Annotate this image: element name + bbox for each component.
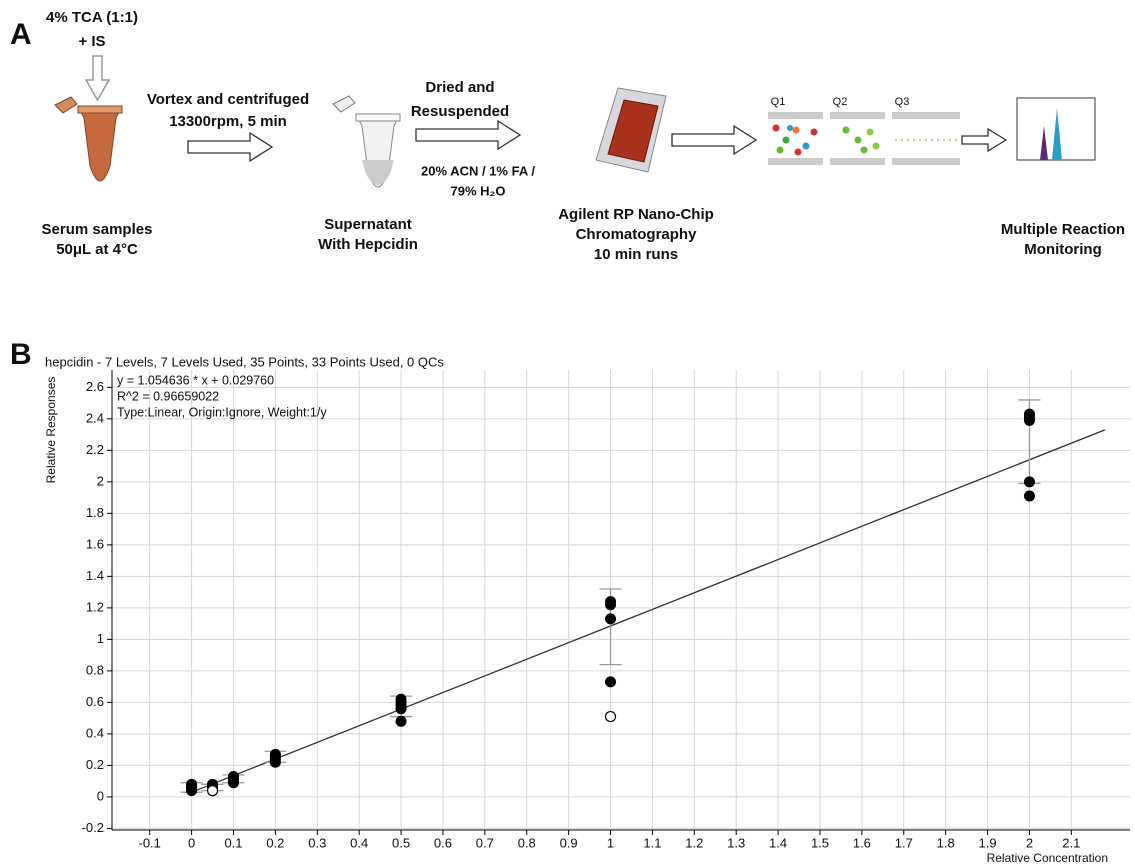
y-tick-label: 0.2 [86,757,104,772]
y-tick-label: 2.6 [86,379,104,394]
panel-a: A 4% TCA (1:1) + IS Serum samples 50μL a… [10,9,1125,263]
sample-label: Serum samples [42,221,153,238]
x-tick-label: 1.7 [895,835,913,850]
arrow [961,127,1008,153]
reagent: + IS [78,33,105,50]
data-point [605,676,617,688]
quad-label: Q1 [771,96,786,108]
x-tick-label: 0.6 [434,835,452,850]
data-point [1023,490,1035,502]
fit-line [191,429,1106,793]
nano-chip [595,87,667,173]
x-tick-label: 1.4 [769,835,787,850]
quad-label: Q2 [833,96,848,108]
y-tick-label: 1.8 [86,505,104,520]
sample-label: With Hepcidin [318,236,418,253]
solvent-label: 20% ACN / 1% FA / [421,163,535,178]
y-tick-label: 0.4 [86,725,104,740]
arrow [187,131,274,163]
chip-label: Chromatography [576,226,698,243]
data-point [186,785,198,797]
chart-title: hepcidin - 7 Levels, 7 Levels Used, 35 P… [45,354,444,369]
arrow [415,119,522,151]
down-arrow [84,55,111,102]
x-tick-label: 1.8 [937,835,955,850]
mrm-label: Monitoring [1024,241,1101,258]
x-tick-label: 0.2 [266,835,284,850]
step-label: Dried and [425,79,494,96]
annotation: y = 1.054636 * x + 0.029760 [117,373,274,387]
y-tick-label: 1.2 [86,599,104,614]
y-tick-label: 1.4 [86,568,104,583]
x-tick-label: 1.6 [853,835,871,850]
chromatogram [1016,97,1096,161]
reagent: 4% TCA (1:1) [46,9,138,26]
arrow [671,124,758,156]
x-tick-label: 0.7 [476,835,494,850]
quad-label: Q3 [895,96,910,108]
excluded-point [206,785,219,797]
x-tick-label: 2 [1026,835,1033,850]
x-axis-label: Relative Concentration [987,851,1108,865]
x-tick-label: 0.4 [350,835,368,850]
data-point [1023,414,1035,426]
y-tick-label: -0.2 [82,820,104,835]
y-axis-label: Relative Responses [44,377,58,484]
data-point [605,613,617,625]
annotation: R^2 = 0.96659022 [117,389,219,403]
y-tick-label: 2.2 [86,442,104,457]
x-tick-label: 0.9 [560,835,578,850]
x-tick-label: 0.5 [392,835,410,850]
x-tick-label: 0.3 [308,835,326,850]
panel-b: B hepcidin - 7 Levels, 7 Levels Used, 35… [10,338,1108,865]
step-label: Resuspended [411,103,509,120]
y-tick-label: 1 [97,631,104,646]
x-tick-label: 0.8 [518,835,536,850]
y-tick-label: 2.4 [86,410,104,425]
x-tick-label: 2.1 [1062,835,1080,850]
annotation: Type:Linear, Origin:Ignore, Weight:1/y [117,405,327,419]
data-point [227,777,239,789]
solvent-label: 79% H₂O [451,183,506,198]
x-tick-label: 0 [188,835,195,850]
data-point [269,756,281,768]
data-point [1023,476,1035,488]
data-point [395,703,407,715]
x-tick-label: 1.5 [811,835,829,850]
mrm-label: Multiple Reaction [1001,221,1125,238]
x-tick-label: 0.1 [224,835,242,850]
y-tick-label: 0.8 [86,662,104,677]
x-tick-label: -0.1 [139,835,161,850]
quadrupoles [768,112,960,165]
data-point [605,599,617,611]
x-tick-label: 1.3 [727,835,745,850]
excluded-point [604,710,617,723]
sample-label: Supernatant [324,216,412,233]
y-tick-label: 2 [97,473,104,488]
x-tick-label: 1.2 [685,835,703,850]
panel-label: A [10,18,32,51]
tube-supernatant [332,95,401,188]
step-label: 13300rpm, 5 min [169,113,287,130]
x-tick-label: 1 [607,835,614,850]
chip-label: 10 min runs [594,246,678,263]
tube-serum [54,96,123,182]
x-tick-label: 1.9 [979,835,997,850]
step-label: Vortex and centrifuged [147,91,309,108]
y-tick-label: 0 [97,788,104,803]
y-tick-label: 1.6 [86,536,104,551]
panel-label: B [10,338,32,371]
data-point [395,715,407,727]
y-tick-label: 0.6 [86,694,104,709]
chip-label: Agilent RP Nano-Chip [558,206,714,223]
x-tick-label: 1.1 [643,835,661,850]
sample-label: 50μL at 4°C [56,241,138,258]
